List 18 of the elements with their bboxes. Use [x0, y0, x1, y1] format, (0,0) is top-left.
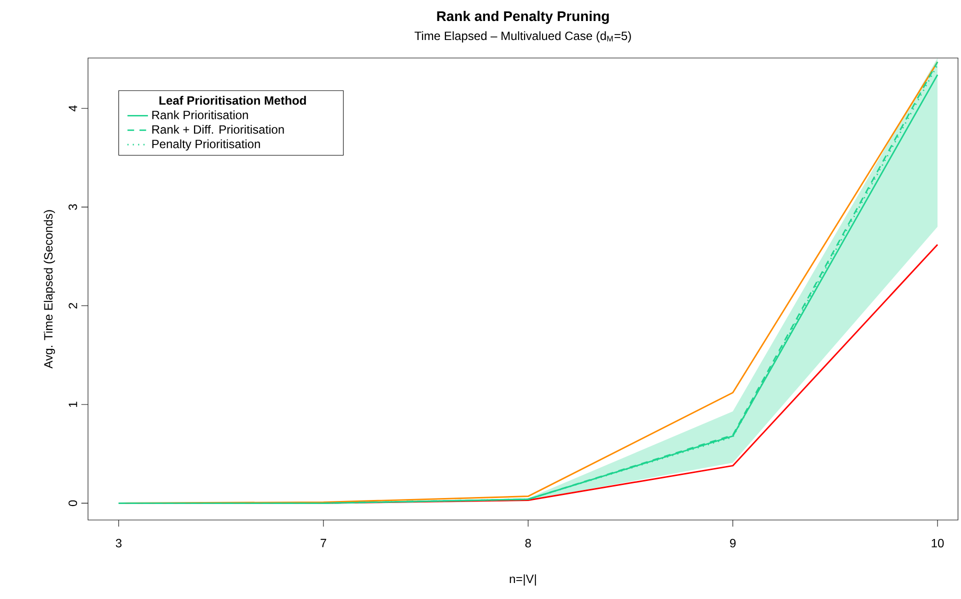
x-axis-title: n=|V|	[510, 574, 536, 586]
chart-subtitle: Time Elapsed – Multivalued Case (d$_{M}$=5)	[414, 31, 631, 42]
legend-label: Rank Prioritisation	[152, 110, 248, 120]
y-tick-label: 3	[68, 204, 78, 210]
y-tick-label: 1	[68, 402, 78, 407]
x-tick-label: 9	[730, 538, 736, 548]
y-tick-label: 2	[68, 303, 78, 308]
legend-label: Penalty Prioritisation	[152, 139, 260, 151]
x-tick-label: 8	[525, 538, 531, 548]
chart-title: Rank and Penalty Pruning	[437, 10, 609, 24]
x-tick-label: 3	[116, 538, 122, 548]
x-tick-label: 10	[932, 538, 944, 548]
x-tick-label: 7	[320, 538, 326, 548]
y-axis-title: Avg. Time Elapsed (Seconds)	[44, 210, 55, 369]
legend-title: Leaf Prioritisation Method	[159, 96, 306, 105]
y-tick-label: 0	[68, 500, 78, 506]
legend-label: Rank + Diff. Prioritisation	[152, 124, 284, 134]
y-tick-label: 4	[68, 105, 78, 112]
